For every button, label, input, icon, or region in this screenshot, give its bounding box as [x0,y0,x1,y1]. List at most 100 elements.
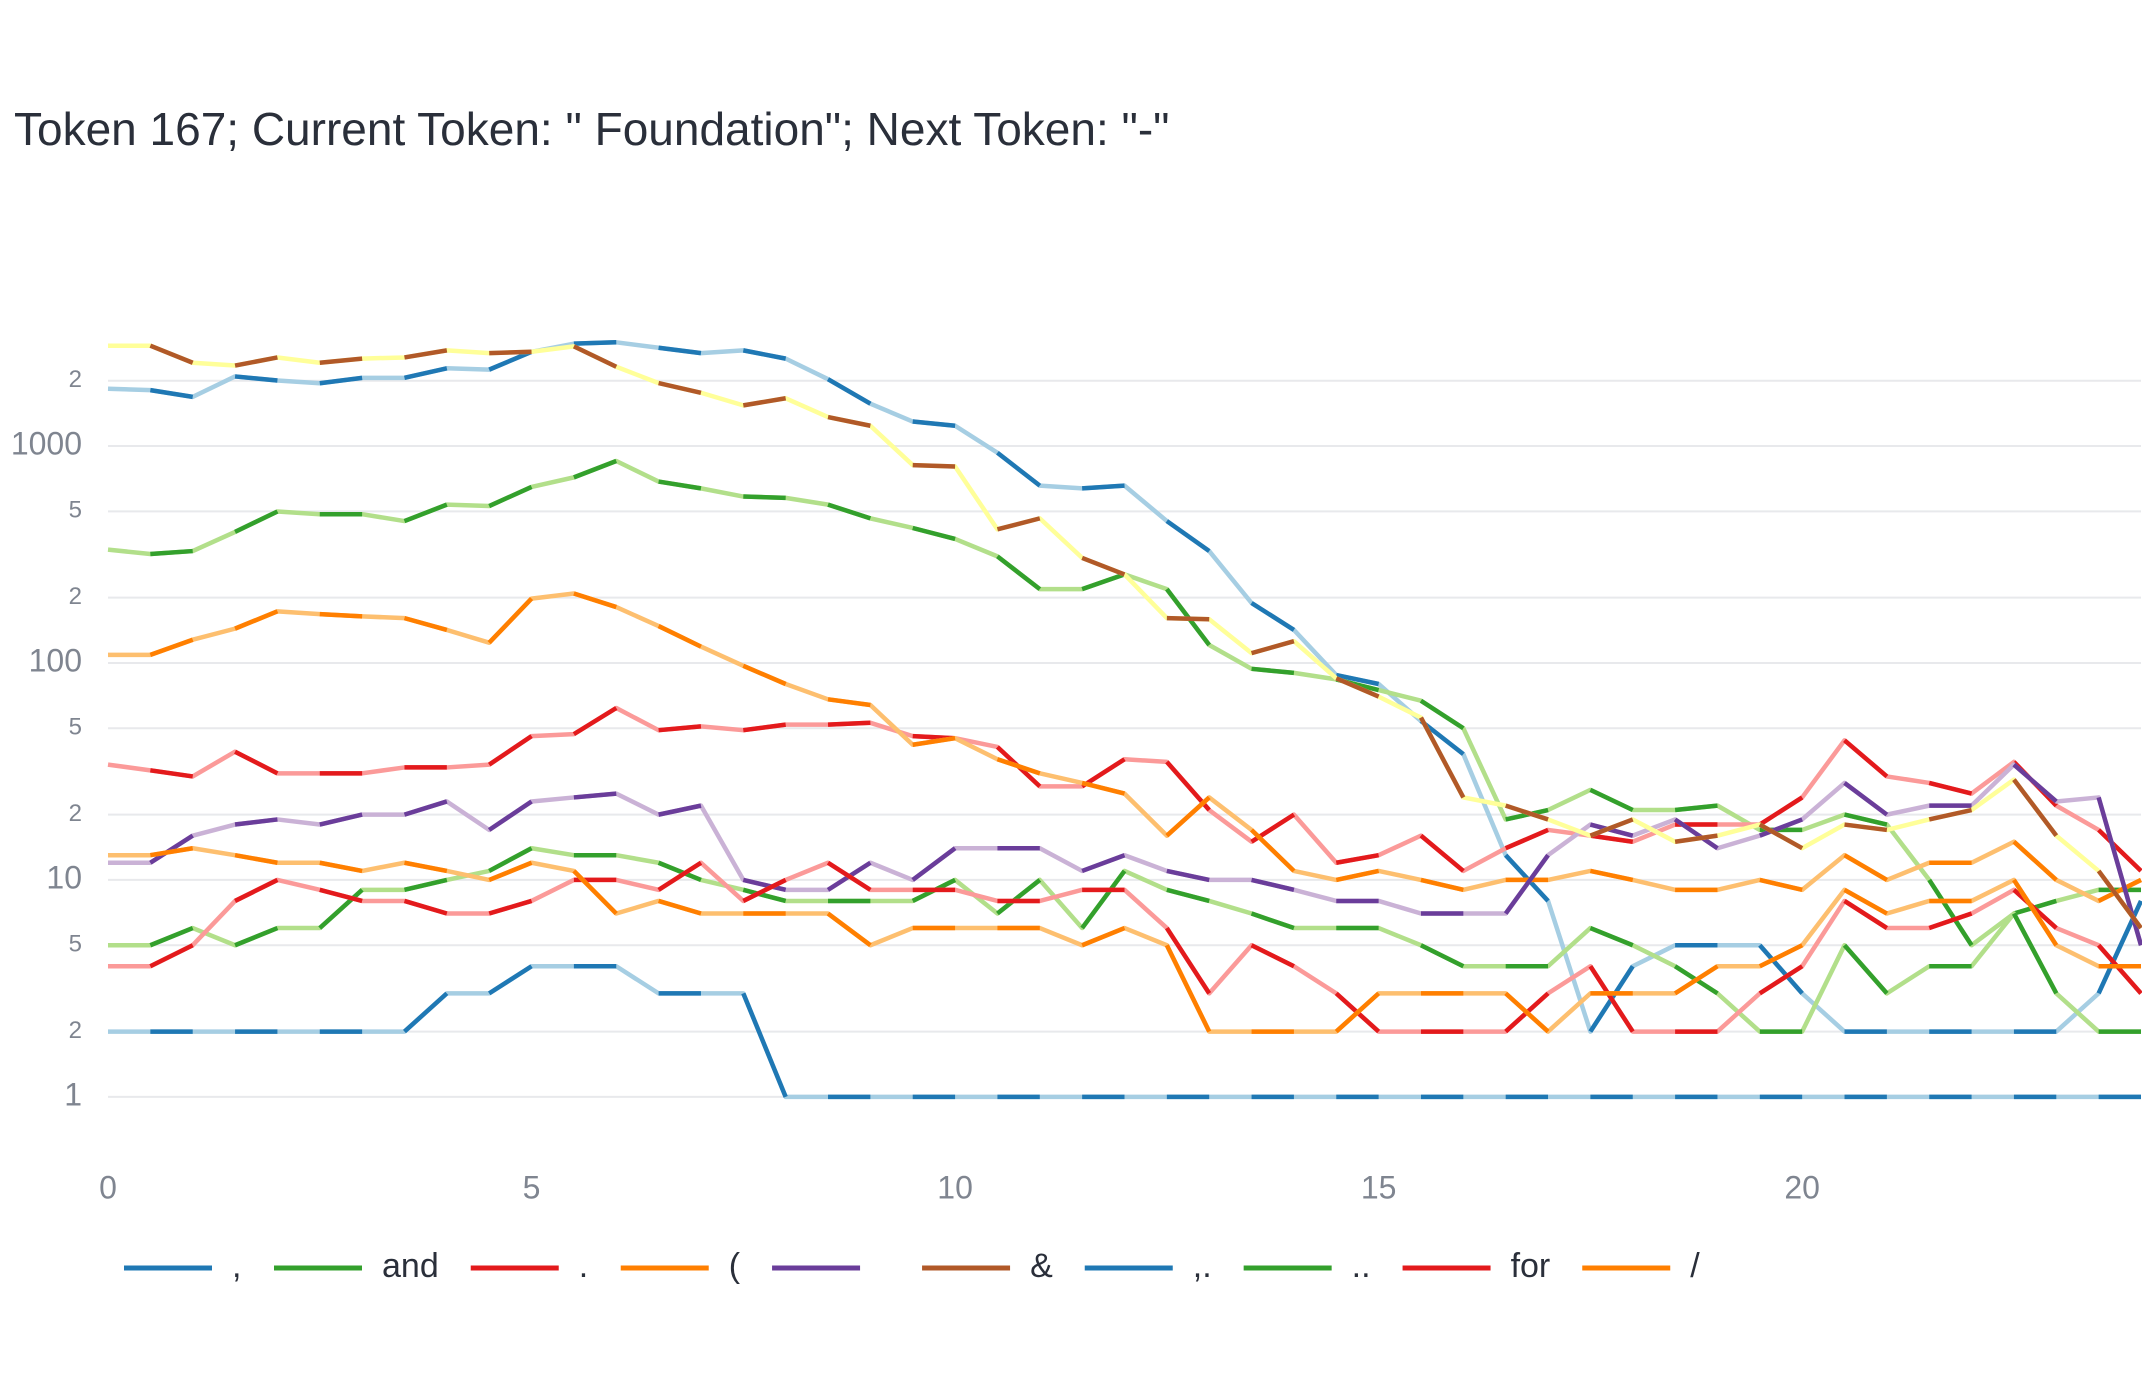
series-segment [657,860,703,892]
series-segment [1335,672,1380,687]
series-segment [658,380,702,395]
series-segment [403,502,448,524]
series-segment [827,720,871,727]
series-segment [319,887,363,904]
series-segment [1674,803,1718,813]
series-segment [234,877,279,903]
series-segment [487,964,533,996]
series-segment [996,516,1041,532]
series-segment [234,509,279,534]
chart-title: Token 167; Current Token: " Foundation";… [14,103,1169,155]
series-segment [1928,807,1973,822]
series-segment [1166,615,1210,622]
x-tick-label: 20 [1784,1169,1820,1205]
series-segment [1843,853,1889,882]
series-segment [487,734,533,767]
x-tick-label: 0 [99,1169,117,1205]
series-segment [319,356,363,366]
series-segment [1758,795,1804,827]
legend-label: for [1511,1247,1551,1285]
series-segment [234,925,279,948]
series-segment [1758,943,1804,969]
series-segment [234,817,278,827]
series-segment [1844,822,1888,833]
series-segment [403,898,448,916]
series-segment [150,548,193,557]
series-segment [1674,833,1718,844]
series-segment [573,591,617,610]
series-segment [1928,780,1973,796]
series-segment [1759,877,1803,893]
y-tick-label: 2 [69,800,82,827]
series-segment [1843,738,1889,779]
series-segment [149,833,194,865]
series-segment [1249,828,1296,873]
series-segment [1250,601,1296,632]
series-segment [1420,877,1464,893]
series-segment [657,898,702,916]
y-tick-label: 1000 [11,425,82,461]
series-segment [742,396,787,408]
series-segment [1843,899,1889,930]
series-segment [234,609,279,631]
series-segment [1335,676,1380,699]
series-segment [149,637,194,657]
series-segment [234,374,278,383]
series-segment [826,911,872,948]
legend-label: ,. [1193,1247,1212,1285]
series-segment [1419,833,1465,873]
series-segment [572,869,618,916]
series-segment [1843,781,1889,817]
series-segment [1589,787,1634,813]
series-segment [912,525,956,542]
series-segment [1335,868,1380,883]
series-segment [1251,666,1295,676]
legend-label: , [232,1247,241,1285]
series-segment [488,860,533,883]
y-tick-label: 5 [69,931,82,958]
series-segment [1589,822,1634,838]
series-segment [1758,943,1804,995]
legend-label: .. [1352,1247,1371,1285]
series-segment [996,757,1041,776]
x-tick-label: 10 [937,1169,973,1205]
series-segment [1335,852,1380,865]
series-segment [1081,853,1126,874]
series-segment [404,348,448,360]
series-segment [1758,964,1804,996]
series-segment [489,349,532,356]
series-segment [572,344,618,369]
series-segment [911,846,957,882]
y-tick-label: 100 [29,642,82,678]
series-segment [658,479,702,491]
series-segment [2012,762,2058,804]
series-segment [1927,878,1974,947]
series-segment [1589,925,1634,948]
series-segment [742,887,787,904]
series-segment [1081,555,1126,577]
series-segment [1759,817,1803,838]
series-segment [1081,925,1126,948]
series-segment [1250,639,1295,656]
series-segment [1589,817,1634,838]
series-segment [488,484,533,509]
series-segment [572,706,618,737]
series-line [108,845,2141,1034]
series-segment [573,340,617,346]
series-segment [573,458,618,480]
series-segment [827,414,871,428]
series-segment [743,722,786,733]
series-segment [404,860,448,874]
series-segment [996,878,1042,916]
series-segment [2012,840,2058,882]
series-segment [1081,780,1126,796]
series-segment [1504,991,1550,1034]
series-segment [826,860,872,892]
series-segment [403,366,448,381]
series-segment [1673,817,1719,851]
series-segment [1419,698,1465,731]
series-segment [2097,828,2142,873]
series-segment [150,387,194,400]
series-segment [657,624,702,649]
